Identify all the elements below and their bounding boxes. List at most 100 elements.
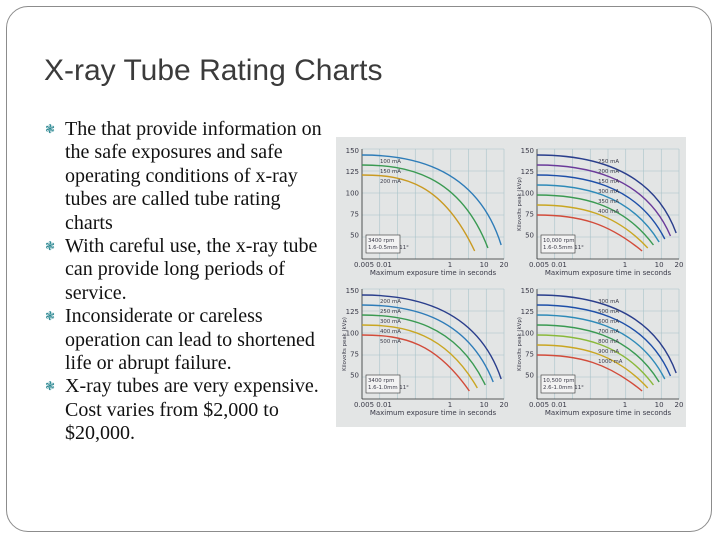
chart-2-y-tick: 150: [521, 147, 534, 155]
chart-3-legend-text: 1.6-1.0mm 11°: [368, 385, 409, 391]
chart-3-curve: [361, 304, 494, 383]
slide-frame: [6, 6, 712, 532]
chart-4-x-tick: 1: [623, 401, 627, 409]
chart-3-legend-text: 3400 rpm: [368, 378, 394, 384]
chart-1-x-tick: 20: [500, 261, 509, 269]
chart-1-x-tick: 0.005 0.01: [354, 261, 392, 269]
chart-4-x-tick: 10: [655, 401, 664, 409]
chart-4-curve: [536, 344, 649, 389]
chart-4-x-axis-label: Maximum exposure time in seconds: [545, 409, 672, 417]
leaf-bullet-icon: ❃: [45, 122, 56, 136]
chart-2-y-tick: 50: [525, 232, 534, 240]
leaf-bullet-icon: ❃: [45, 379, 56, 394]
chart-1-legend-text: 1.6-0.5mm 11°: [368, 245, 409, 251]
chart-4-x-tick: 20: [675, 401, 684, 409]
chart-4-curve-label: 800 mA: [598, 339, 619, 345]
chart-1-x-axis-label: Maximum exposure time in seconds: [370, 269, 497, 277]
chart-4-curve-label: 300 mA: [598, 299, 619, 305]
chart-3-x-tick: 10: [480, 401, 489, 409]
chart-2-curve-label: 300 mA: [598, 189, 619, 195]
chart-3-x-axis-label: Maximum exposure time in seconds: [370, 409, 497, 417]
chart-3-y-tick: 50: [350, 372, 359, 380]
chart-4-curve: [536, 314, 666, 380]
chart-2-x-axis-label: Maximum exposure time in seconds: [545, 269, 672, 277]
chart-1-curve-label: 150 mA: [380, 169, 401, 175]
chart-2-curve: [536, 174, 666, 240]
chart-4-curve: [536, 304, 672, 377]
chart-4-curve: [536, 324, 660, 383]
chart-1-y-tick: 50: [350, 232, 359, 240]
chart-1-curve: [361, 164, 489, 249]
chart-3-curve: [361, 334, 470, 392]
chart-3-curve: [361, 324, 478, 389]
chart-2-curve-label: 150 mA: [598, 179, 619, 185]
bullet-item-4: ❃ X-ray tubes are very expensive. Cost v…: [44, 375, 324, 445]
chart-4-curve-label: 1000 mA: [598, 359, 623, 365]
chart-3-curve-label: 250 mA: [380, 309, 401, 315]
chart-3-x-tick: 0.005 0.01: [354, 401, 392, 409]
chart-2-y-axis-label: Kilovolts peak (kVp): [517, 177, 523, 231]
chart-3-y-tick: 150: [346, 287, 359, 295]
chart-4-curve: [536, 354, 643, 392]
chart-3-y-tick: 75: [350, 350, 359, 358]
bullet-item-2: ❃ With careful use, the x-ray tube can p…: [44, 235, 324, 305]
chart-1-y-tick: 75: [350, 210, 359, 218]
chart-2-curve: [536, 154, 677, 234]
chart-3-curve-label: 500 mA: [380, 339, 401, 345]
chart-4-curve-label: 700 mA: [598, 329, 619, 335]
chart-2-x-tick: 10: [655, 261, 664, 269]
chart-3-curve-label: 200 mA: [380, 299, 401, 305]
chart-4-curve: [536, 334, 655, 386]
chart-3-curve: [361, 314, 486, 386]
chart-3-legend-box: [365, 374, 401, 394]
chart-1-legend-box: [365, 234, 401, 254]
chart-4-y-axis-label: Kilovolts peak (kVp): [517, 317, 523, 371]
bullet-text-4: X-ray tubes are very expensive. Cost var…: [65, 375, 319, 445]
chart-2-y-tick: 75: [525, 210, 534, 218]
slide-title: X-ray Tube Rating Charts: [44, 54, 383, 87]
chart-3-curve-label: 300 mA: [380, 319, 401, 325]
chart-1-legend-text: 3400 rpm: [368, 238, 394, 244]
chart-4-curve-label: 900 mA: [598, 349, 619, 355]
chart-2-curve: [536, 194, 655, 246]
chart-4-legend-text: 10,500 rpm: [543, 378, 574, 384]
chart-1-curve-label: 100 mA: [380, 159, 401, 165]
chart-4-legend-box: [540, 374, 576, 394]
chart-3-y-tick: 125: [346, 308, 359, 316]
chart-1-curve: [361, 174, 476, 252]
bullet-list: ❃ The that provide information on the sa…: [44, 118, 324, 446]
chart-2-curve-label: 400 mA: [598, 209, 619, 215]
chart-4-legend-text: 2.6-1.0mm 11°: [543, 385, 584, 391]
chart-4-x-tick: 0.005 0.01: [529, 401, 567, 409]
chart-3-y-axis-label: Kilovolts peak (kVp): [342, 317, 348, 371]
chart-4-y-tick: 50: [525, 372, 534, 380]
chart-4-curve-label: 500 mA: [598, 309, 619, 315]
chart-1-curve-label: 200 mA: [380, 179, 401, 185]
chart-2-legend-box: [540, 234, 576, 254]
chart-1-y-tick: 125: [346, 168, 359, 176]
chart-1-x-tick: 10: [480, 261, 489, 269]
chart-2-x-tick: 1: [623, 261, 627, 269]
leaf-bullet-icon: ❃: [45, 309, 56, 324]
chart-2-curve: [536, 184, 660, 243]
chart-4-y-tick: 100: [521, 329, 534, 337]
chart-2-curve-label: 250 mA: [598, 159, 619, 165]
chart-3-curve: [361, 294, 502, 380]
leaf-bullet-icon: ❃: [45, 239, 56, 254]
chart-3-curve-label: 400 mA: [380, 329, 401, 335]
chart-2-curve: [536, 214, 643, 252]
chart-4-y-tick: 125: [521, 308, 534, 316]
chart-4-curve-label: 600 mA: [598, 319, 619, 325]
chart-3-x-tick: 1: [448, 401, 452, 409]
chart-1-x-tick: 1: [448, 261, 452, 269]
bullet-item-1: ❃ The that provide information on the sa…: [44, 118, 324, 235]
bullet-text-2: With careful use, the x-ray tube can pro…: [65, 235, 318, 304]
chart-2-curve: [536, 204, 649, 249]
chart-2-y-tick: 125: [521, 168, 534, 176]
chart-2-curve-label: 200 mA: [598, 169, 619, 175]
chart-4-y-tick: 75: [525, 350, 534, 358]
chart-2-y-tick: 100: [521, 189, 534, 197]
chart-4-y-tick: 150: [521, 287, 534, 295]
